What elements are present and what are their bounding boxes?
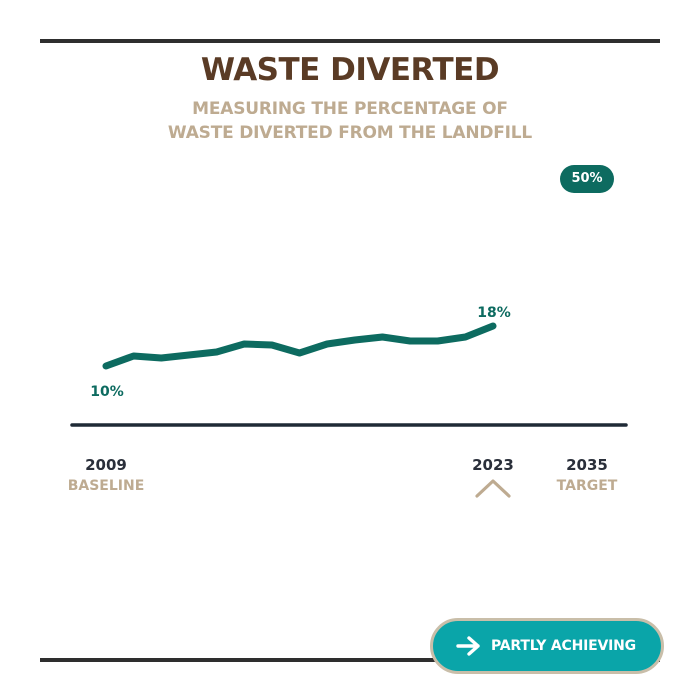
- current-year-caret-icon: [475, 479, 511, 498]
- arrow-right-icon: [456, 636, 480, 656]
- data-label: 18%: [477, 305, 511, 321]
- data-point: [188, 355, 189, 356]
- data-point: [437, 341, 438, 342]
- chart-title: WASTE DIVERTED: [200, 52, 500, 88]
- series-line: [102, 322, 497, 370]
- status-button[interactable]: PARTLY ACHIEVING: [430, 618, 664, 674]
- data-point: [106, 366, 107, 367]
- x-tick-year: 2035: [566, 456, 608, 474]
- status-label: PARTLY ACHIEVING: [491, 638, 636, 654]
- data-point: [299, 353, 300, 354]
- data-point: [271, 345, 272, 346]
- data-point: [410, 341, 411, 342]
- data-point: [493, 326, 494, 327]
- subtitle-line-2: WASTE DIVERTED FROM THE LANDFILL: [167, 123, 533, 143]
- data-point: [133, 356, 134, 357]
- bottom-rule: [40, 658, 660, 662]
- x-tick-year: 2009: [85, 456, 127, 474]
- x-tick-year: 2023: [472, 456, 514, 474]
- data-point: [327, 344, 328, 345]
- data-point: [244, 344, 245, 345]
- top-rule: [40, 39, 660, 43]
- data-point: [216, 352, 217, 353]
- x-tick-label: BASELINE: [68, 478, 145, 494]
- data-point: [354, 340, 355, 341]
- chart-subtitle: MEASURING THE PERCENTAGE OF WASTE DIVERT…: [0, 97, 700, 145]
- data-point: [382, 337, 383, 338]
- target-value-badge: 50%: [560, 165, 614, 193]
- data-label: 10%: [90, 384, 124, 400]
- data-point: [465, 337, 466, 338]
- data-point: [161, 358, 162, 359]
- x-tick-label: TARGET: [557, 478, 618, 494]
- subtitle-line-1: MEASURING THE PERCENTAGE OF: [192, 99, 508, 119]
